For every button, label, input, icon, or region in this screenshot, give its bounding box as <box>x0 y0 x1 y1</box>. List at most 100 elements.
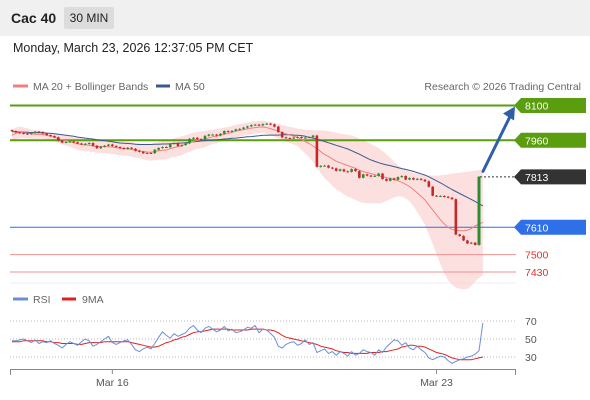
candle-body <box>68 141 72 143</box>
candle-body <box>439 195 442 197</box>
level-tag-7610: 7610 <box>514 219 586 235</box>
ma20-line <box>11 126 484 232</box>
level-tag-8100: 8100 <box>514 98 586 113</box>
candle-body <box>91 143 95 146</box>
candle-body <box>427 181 431 187</box>
candle-body <box>253 124 257 126</box>
candle-body <box>222 131 226 134</box>
level-label-7960: 7960 <box>525 135 549 147</box>
candle-body <box>141 151 145 154</box>
candle-body <box>192 137 195 139</box>
forecast-arrow-shaft <box>481 115 512 173</box>
candle-body <box>462 235 465 241</box>
candle-body <box>265 123 269 125</box>
candle-body <box>168 144 172 148</box>
rsi-ma-line <box>12 328 484 361</box>
candle-body <box>33 131 37 133</box>
level-tag-bg-8100 <box>514 98 586 113</box>
x-tick-label-Mar-16: Mar 16 <box>96 377 129 389</box>
copyright-label: Research © 2026 Trading Central <box>424 81 581 93</box>
candle-body <box>215 134 218 136</box>
candle-body <box>145 152 149 154</box>
candle-body <box>130 147 133 149</box>
candle-body <box>199 139 203 141</box>
candle-body <box>249 125 253 127</box>
candle-body <box>446 196 450 198</box>
candle-body <box>358 171 361 178</box>
candle-body <box>53 136 56 138</box>
rsi-tick-label-70: 70 <box>525 316 537 328</box>
candle-body <box>76 142 79 144</box>
candle-body <box>458 234 462 236</box>
candle-body <box>18 132 22 134</box>
candle-body <box>153 149 157 154</box>
candle-body <box>230 130 234 132</box>
candle-body <box>373 175 377 177</box>
candle-body <box>385 179 388 181</box>
candle-body <box>396 177 400 180</box>
price-plot: 8100 7960 7813 7610 7500 7430 <box>10 98 586 290</box>
candle-body <box>392 178 396 180</box>
candle-body <box>400 176 404 178</box>
candle-body <box>122 147 126 149</box>
rsi-legend-label: RSI <box>33 294 51 306</box>
candle-body <box>342 169 346 172</box>
candle-body <box>280 132 284 138</box>
candle-body <box>296 137 299 139</box>
timeframe-button[interactable]: 30 MIN <box>64 7 114 29</box>
candle-body <box>149 152 153 154</box>
candle-body <box>408 178 411 180</box>
candle-body <box>315 135 319 167</box>
candle-body <box>377 173 380 176</box>
candle-body <box>423 179 427 182</box>
candle-body <box>257 124 261 126</box>
candle-body <box>157 147 160 150</box>
rsi-ma-legend-label: 9MA <box>82 294 104 306</box>
level-tag-bg-7960 <box>514 132 586 148</box>
level-tag-bg-7813 <box>514 169 586 185</box>
candle-body <box>354 169 357 172</box>
ma20-legend-label: MA 20 + Bollinger Bands <box>33 81 148 93</box>
candle-body <box>338 169 342 171</box>
instrument-name: Cac 40 <box>11 10 57 26</box>
rsi-legend: RSI 9MA <box>13 294 104 306</box>
candle-body <box>435 195 438 197</box>
candle-body <box>184 143 187 146</box>
candle-body <box>211 134 214 136</box>
candle-body <box>45 133 49 136</box>
candle-body <box>10 130 14 132</box>
candle-body <box>304 137 307 139</box>
candle-body <box>415 178 419 180</box>
candle-body <box>419 178 423 180</box>
candle-body <box>292 137 296 139</box>
candle-body <box>41 132 45 134</box>
candle-body <box>84 143 87 145</box>
ma50-line <box>11 131 484 207</box>
candle-body <box>95 145 99 149</box>
candle-body <box>29 132 33 135</box>
level-label-8100: 8100 <box>525 101 549 113</box>
candle-body <box>161 147 164 149</box>
candle-body <box>176 143 180 147</box>
candle-body <box>412 178 415 180</box>
candle-body <box>300 137 303 139</box>
candle-body <box>469 242 473 244</box>
candle-body <box>134 148 137 151</box>
rsi-tick-label-50: 50 <box>525 334 537 346</box>
candle-body <box>219 133 222 136</box>
candle-body <box>22 133 25 135</box>
candle-body <box>473 242 477 245</box>
forecast-arrow-head <box>503 106 515 121</box>
candle-body <box>180 145 184 147</box>
candle-body <box>118 147 122 149</box>
level-label-7813: 7813 <box>525 172 549 184</box>
candle-body <box>87 143 91 145</box>
candle-body <box>72 141 76 143</box>
bollinger-band <box>12 120 483 290</box>
candle-body <box>165 147 168 149</box>
candle-body <box>126 147 130 149</box>
candle-body <box>454 199 458 235</box>
candle-body <box>346 171 350 173</box>
